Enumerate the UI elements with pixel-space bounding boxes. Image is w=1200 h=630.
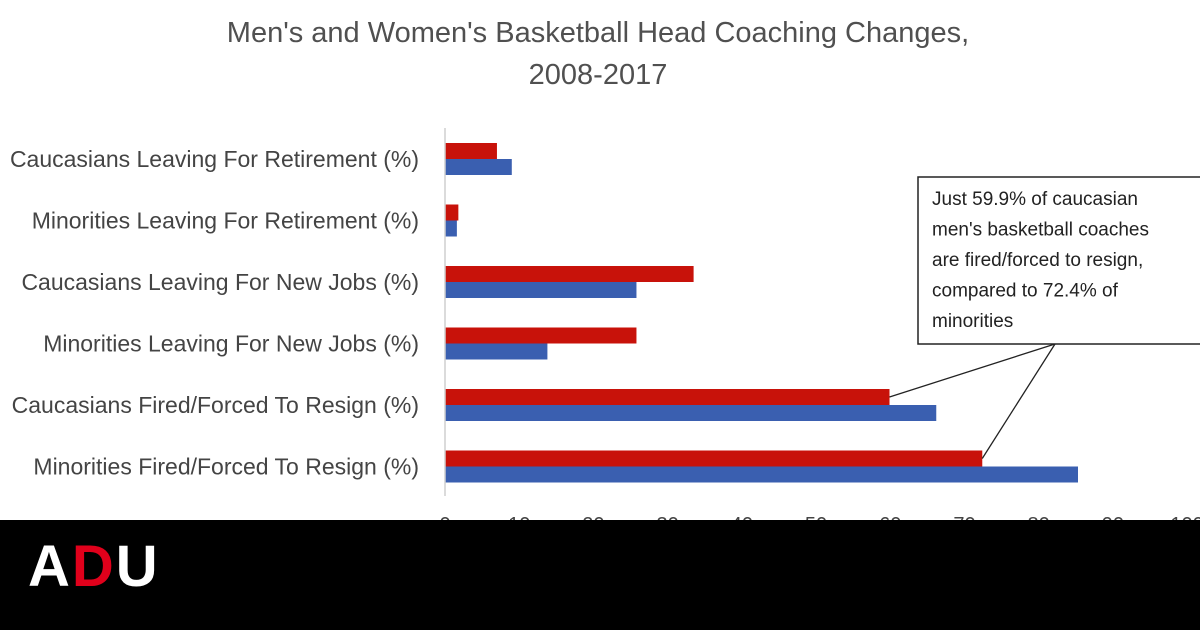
- callout-line: [889, 343, 1056, 398]
- x-tick-label: 70: [953, 514, 975, 520]
- x-tick-label: 20: [582, 514, 604, 520]
- x-tick-label: 10: [508, 514, 530, 520]
- annotation-line: compared to 72.4% of: [932, 281, 1119, 302]
- x-tick-label: 40: [731, 514, 753, 520]
- category-label: Minorities Leaving For New Jobs (%): [43, 331, 419, 357]
- annotation-box: [917, 176, 1200, 345]
- bar: [445, 405, 937, 421]
- bar: [445, 450, 983, 467]
- adu-logo[interactable]: ADU: [28, 538, 160, 596]
- bar: [445, 159, 512, 175]
- category-labels: Caucasians Leaving For Retirement (%) Min…: [10, 146, 419, 480]
- logo-letter-accent: D: [71, 534, 116, 599]
- chart: Men's and Women's Basketball Head Coachi…: [10, 17, 1200, 520]
- bars: [445, 143, 1078, 483]
- bar: [445, 266, 694, 282]
- category-label: Caucasians Leaving For Retirement (%): [10, 146, 419, 172]
- annotation-line: are fired/forced to resign,: [932, 250, 1143, 271]
- annotation-text: Just 59.9% of caucasian men's basketball …: [932, 189, 1149, 332]
- category-label: Caucasians Fired/Forced To Resign (%): [12, 392, 419, 418]
- annotation-line: Just 59.9% of caucasian: [932, 189, 1138, 210]
- bar-chart: Men's and Women's Basketball Head Coachi…: [10, 17, 1200, 520]
- bar: [445, 327, 637, 344]
- chart-title-line-1: Men's and Women's Basketball Head Coachi…: [227, 17, 969, 49]
- chart-title-line-2: 2008-2017: [529, 59, 668, 91]
- x-tick-label: 90: [1102, 514, 1124, 520]
- x-tick-label: 60: [879, 514, 901, 520]
- x-tick-label: 30: [657, 514, 679, 520]
- x-tick-label: 100: [1170, 514, 1200, 520]
- callout-line: [981, 343, 1056, 459]
- x-tick-label: 80: [1028, 514, 1050, 520]
- category-label: Minorities Fired/Forced To Resign (%): [33, 454, 419, 480]
- annotation-line: men's basketball coaches: [932, 220, 1149, 241]
- bar: [445, 343, 548, 360]
- annotation-line: minorities: [932, 311, 1013, 332]
- bar: [445, 466, 1078, 483]
- category-label: Minorities Leaving For Retirement (%): [32, 208, 419, 234]
- bar: [445, 282, 637, 298]
- x-tick-label: 50: [805, 514, 827, 520]
- logo-letter: U: [115, 534, 160, 599]
- bar: [445, 220, 457, 237]
- bar: [445, 389, 890, 405]
- bar: [445, 204, 459, 221]
- category-label: Caucasians Leaving For New Jobs (%): [21, 269, 419, 295]
- x-tick-label: 0: [439, 514, 450, 520]
- annotation: Just 59.9% of caucasian men's basketball …: [889, 176, 1200, 459]
- bar: [445, 143, 497, 159]
- logo-letter: A: [28, 534, 72, 599]
- footer-bar: ADU: [0, 520, 1200, 630]
- x-tick-labels: 0 10 20 30 40 50 60 70 80 90 100: [439, 514, 1200, 520]
